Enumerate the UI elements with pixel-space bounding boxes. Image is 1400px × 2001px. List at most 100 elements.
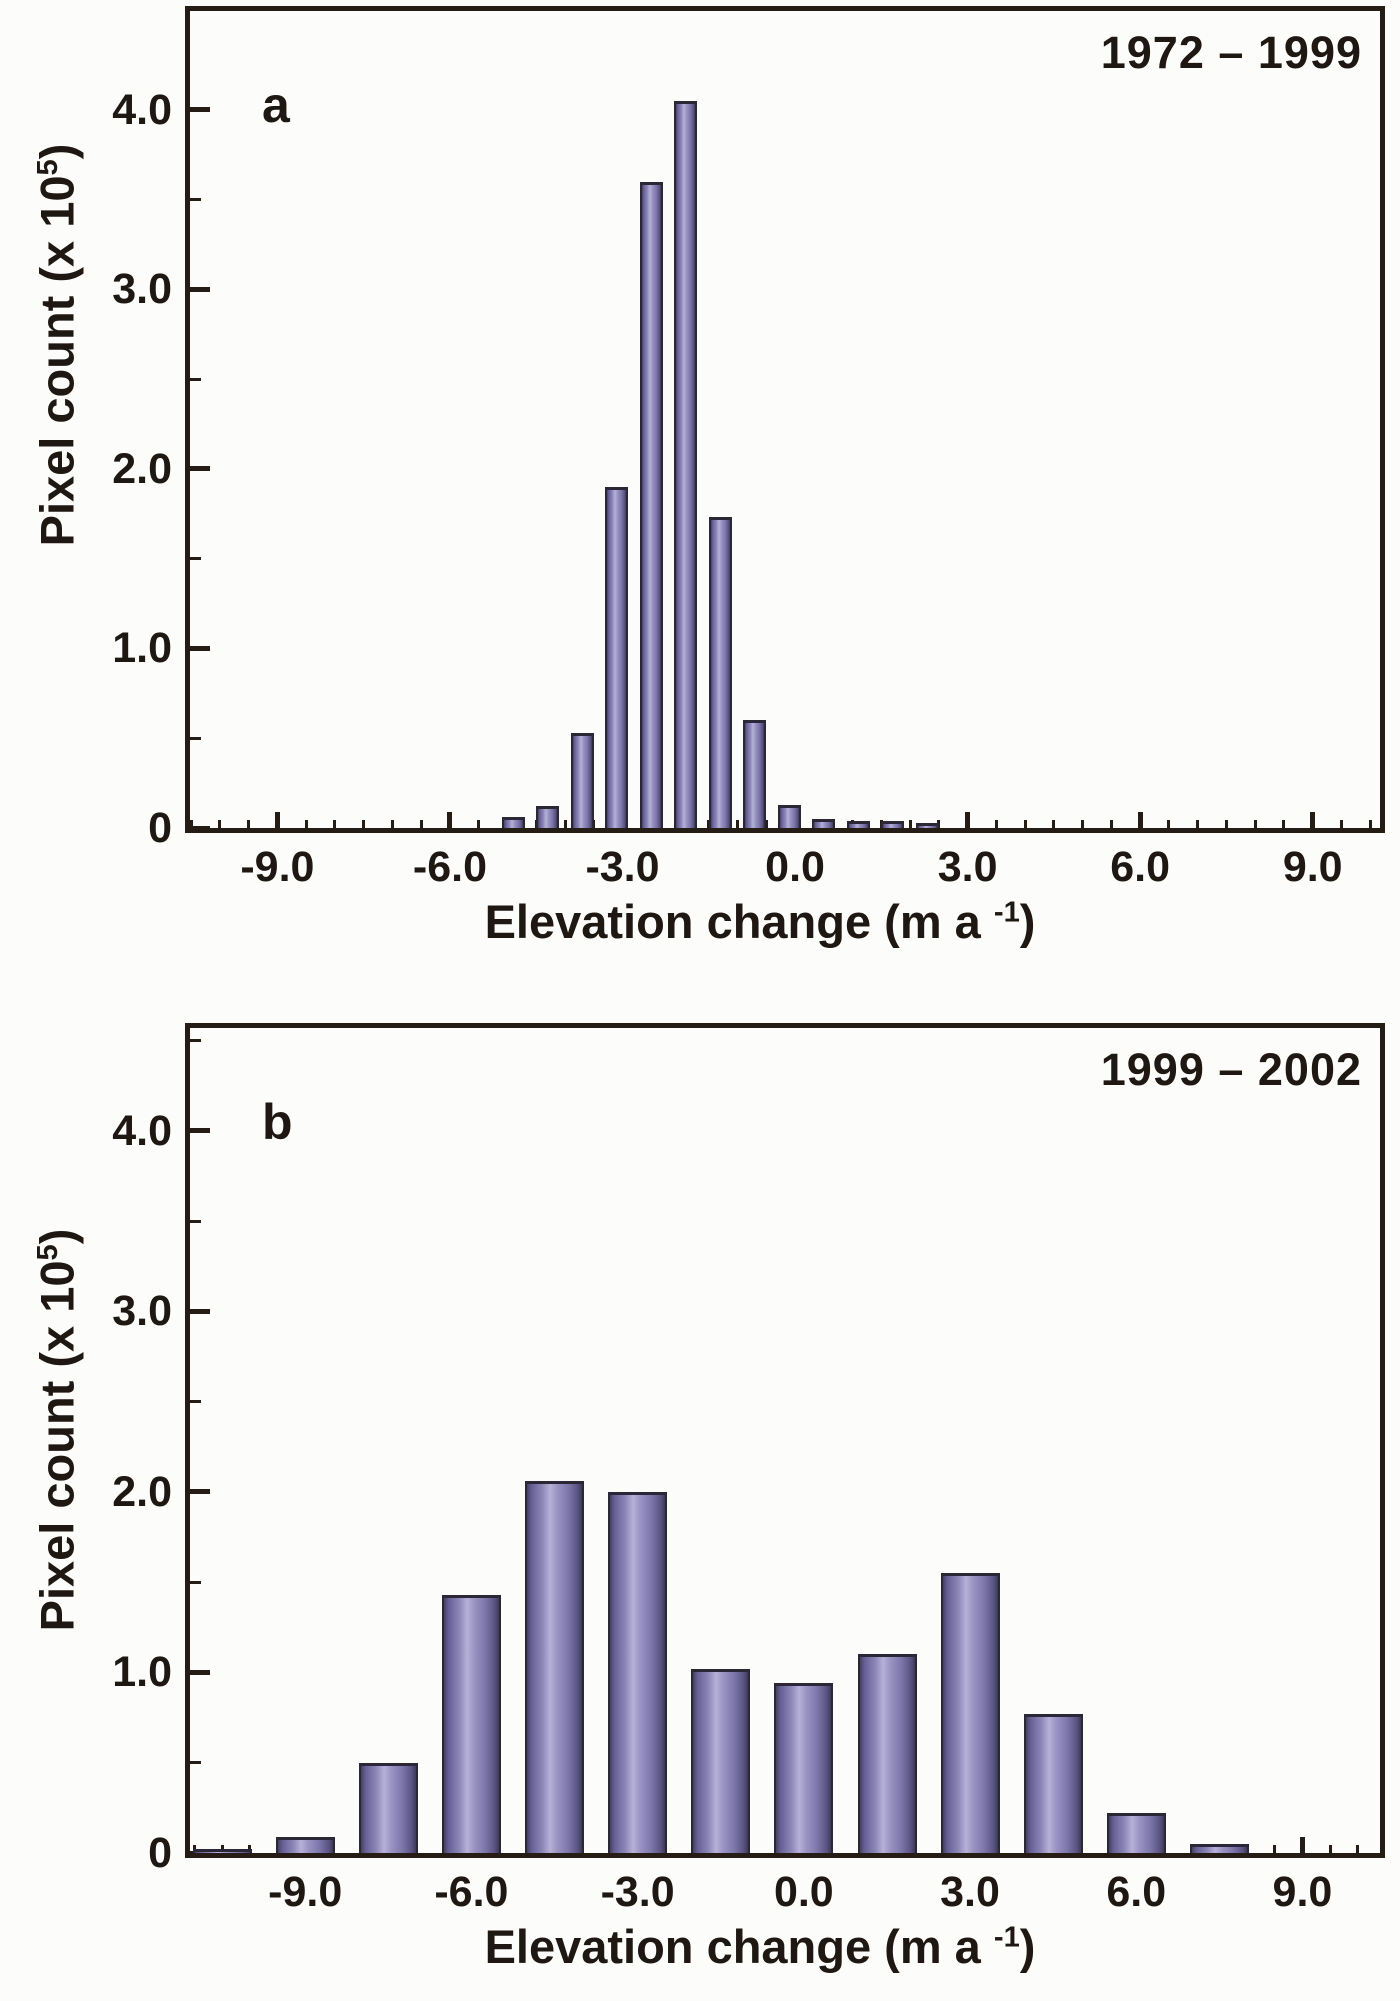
x-major-tick [965, 812, 971, 828]
x-axis-title-b: Elevation change (m a -1) [485, 1923, 1036, 1970]
y-tick-label: 0 [148, 804, 172, 852]
y-axis-title-superscript: 5 [31, 159, 64, 176]
x-minor-tick [1023, 820, 1027, 828]
y-major-tick [190, 1669, 210, 1675]
y-tick-label: 3.0 [112, 1287, 172, 1336]
bar [1107, 1813, 1166, 1853]
x-axis-title-superscript: -1 [993, 1921, 1020, 1954]
bar [608, 1492, 667, 1853]
x-minor-tick [764, 820, 768, 828]
x-tick-label: 0.0 [773, 1868, 834, 1916]
panel-letter-a: a [262, 77, 290, 133]
x-minor-tick [390, 820, 394, 828]
bar [858, 1654, 917, 1853]
y-tick-label: 2.0 [112, 444, 172, 493]
bar [640, 182, 663, 828]
x-tick-label: 9.0 [1272, 1868, 1333, 1916]
y-tick-label: 3.0 [112, 265, 172, 314]
y-major-tick [190, 107, 210, 113]
y-tick-label: 4.0 [112, 1106, 172, 1155]
bar [525, 1481, 584, 1853]
y-tick-label: 1.0 [112, 624, 172, 673]
x-minor-tick [1109, 820, 1113, 828]
x-tick-label: 6.0 [1110, 843, 1171, 891]
x-minor-tick [1282, 820, 1286, 828]
y-major-tick [190, 1850, 210, 1856]
y-major-tick [190, 466, 210, 472]
bar [442, 1595, 501, 1853]
y-axis-title-superscript: 5 [31, 1244, 64, 1261]
x-axis-title-a: Elevation change (m a -1) [485, 898, 1036, 945]
panel-letter-b: b [262, 1094, 293, 1150]
x-major-tick [274, 812, 280, 828]
x-minor-tick [994, 820, 998, 828]
x-tick-label: -3.0 [585, 843, 660, 891]
x-major-tick [1310, 812, 1316, 828]
x-minor-tick [477, 820, 481, 828]
x-minor-tick [419, 820, 423, 828]
bar [847, 821, 870, 828]
x-axis-title-close: ) [1019, 895, 1036, 948]
bar [276, 1837, 335, 1853]
y-minor-tick [190, 1219, 201, 1223]
y-major-tick [190, 645, 210, 651]
y-major-tick [190, 286, 210, 292]
x-tick-label: -3.0 [600, 1868, 675, 1916]
y-minor-tick [190, 377, 201, 381]
bar [881, 821, 904, 828]
x-minor-tick [1328, 1845, 1332, 1853]
bar [691, 1669, 750, 1853]
bar [605, 487, 628, 828]
x-minor-tick [707, 820, 711, 828]
y-minor-tick [190, 557, 201, 561]
x-minor-tick [1052, 820, 1056, 828]
period-title-b: 1999 – 2002 [1100, 1044, 1362, 1095]
bar [359, 1763, 418, 1853]
x-minor-tick [1368, 820, 1372, 828]
bar [774, 1683, 833, 1853]
bar [743, 720, 766, 828]
x-tick-label: -6.0 [412, 843, 488, 891]
x-minor-tick [362, 820, 366, 828]
x-tick-label: -9.0 [240, 843, 315, 891]
x-axis-title-close: ) [1019, 1920, 1036, 1973]
y-tick-label: 1.0 [112, 1648, 172, 1697]
x-tick-label: 6.0 [1106, 1868, 1167, 1916]
x-minor-tick [563, 820, 567, 828]
x-axis-title-superscript: -1 [993, 896, 1020, 929]
bar [709, 517, 732, 828]
x-minor-tick [1224, 820, 1228, 828]
x-minor-tick [1196, 820, 1200, 828]
bar [778, 805, 801, 828]
x-minor-tick [189, 820, 193, 828]
y-major-tick [190, 825, 210, 831]
x-minor-tick [247, 820, 251, 828]
y-minor-tick [190, 1039, 201, 1043]
y-tick-label: 4.0 [112, 85, 172, 134]
y-major-tick [190, 1308, 210, 1314]
y-axis-title-b: Pixel count (x 105) [31, 1229, 84, 1632]
x-minor-tick [304, 820, 308, 828]
x-major-tick [1299, 1837, 1305, 1853]
bar [571, 733, 594, 828]
x-tick-label: 9.0 [1282, 843, 1343, 891]
bar [502, 817, 525, 828]
bar [941, 1573, 1000, 1853]
x-major-tick [447, 812, 453, 828]
x-axis-title-text: Elevation change (m a [484, 895, 994, 948]
x-tick-label: 3.0 [937, 843, 998, 891]
y-tick-label: 0 [148, 1829, 172, 1877]
period-title-a: 1972 – 1999 [1100, 27, 1362, 78]
x-minor-tick [218, 820, 222, 828]
x-minor-tick [1339, 820, 1343, 828]
x-tick-label: -6.0 [434, 1868, 509, 1916]
bar [916, 823, 939, 828]
y-minor-tick [190, 1400, 201, 1404]
x-minor-tick [1273, 1845, 1277, 1853]
x-axis-title-text: Elevation change (m a [484, 1920, 994, 1973]
y-minor-tick [190, 1761, 201, 1765]
x-minor-tick [908, 820, 912, 828]
x-minor-tick [333, 820, 337, 828]
y-minor-tick [190, 1580, 201, 1584]
x-tick-label: 3.0 [940, 1868, 1000, 1916]
